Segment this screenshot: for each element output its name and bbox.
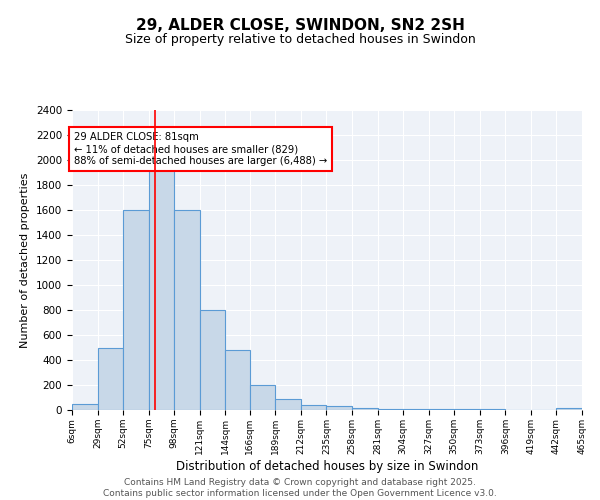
- Text: Size of property relative to detached houses in Swindon: Size of property relative to detached ho…: [125, 32, 475, 46]
- Text: Contains HM Land Registry data © Crown copyright and database right 2025.
Contai: Contains HM Land Registry data © Crown c…: [103, 478, 497, 498]
- Bar: [352, 408, 377, 410]
- Bar: [98, 348, 123, 410]
- Bar: [556, 408, 582, 410]
- Bar: [72, 404, 98, 410]
- Bar: [123, 210, 149, 410]
- Bar: [301, 405, 326, 410]
- Bar: [250, 385, 275, 410]
- Bar: [377, 409, 403, 410]
- Y-axis label: Number of detached properties: Number of detached properties: [20, 172, 31, 348]
- X-axis label: Distribution of detached houses by size in Swindon: Distribution of detached houses by size …: [176, 460, 478, 472]
- Bar: [226, 350, 250, 410]
- Bar: [200, 310, 226, 410]
- Text: 29, ALDER CLOSE, SWINDON, SN2 2SH: 29, ALDER CLOSE, SWINDON, SN2 2SH: [136, 18, 464, 32]
- Bar: [174, 210, 200, 410]
- Bar: [149, 160, 174, 410]
- Bar: [326, 406, 352, 410]
- Text: 29 ALDER CLOSE: 81sqm
← 11% of detached houses are smaller (829)
88% of semi-det: 29 ALDER CLOSE: 81sqm ← 11% of detached …: [74, 132, 328, 166]
- Bar: [275, 399, 301, 410]
